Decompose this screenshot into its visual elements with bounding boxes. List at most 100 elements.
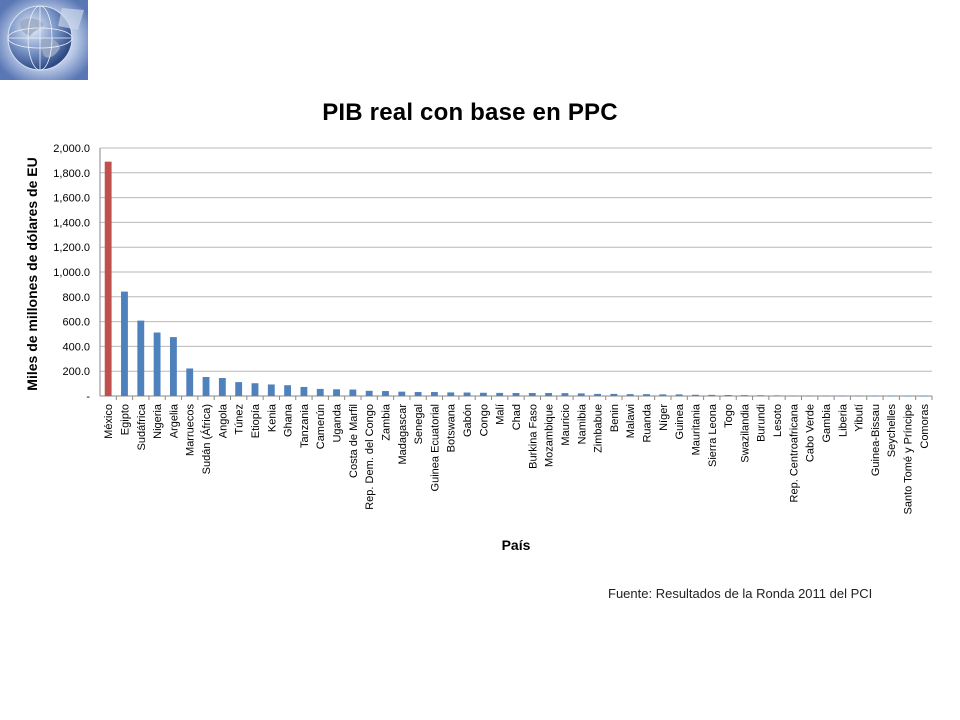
source-note: Fuente: Resultados de la Ronda 2011 del … <box>608 586 873 601</box>
x-tick-label: Níger <box>658 404 670 431</box>
bar <box>789 395 797 397</box>
x-tick-label: Túnez <box>234 404 246 435</box>
x-tick-label: Malawi <box>625 404 637 438</box>
bar <box>447 392 455 396</box>
x-tick-label: Santo Tomé y Príncipe <box>903 404 915 514</box>
y-tick-label: 800.0 <box>62 292 90 304</box>
globe-logo <box>0 0 88 80</box>
bar <box>104 161 112 396</box>
bar <box>121 291 128 396</box>
bar <box>365 390 373 396</box>
x-tick-label: Guinea <box>674 403 686 439</box>
bar <box>920 395 928 397</box>
bar <box>235 382 243 396</box>
bar <box>463 392 471 396</box>
x-tick-label: Togo <box>723 404 735 428</box>
bar <box>300 386 308 396</box>
x-tick-label: Sudáfrica <box>136 403 148 450</box>
bar <box>577 393 585 396</box>
bar <box>333 389 340 396</box>
bar <box>626 394 634 396</box>
bar <box>202 377 210 396</box>
bar <box>740 395 748 396</box>
x-tick-label: Marruecos <box>185 404 197 456</box>
y-tick-label: 1,600.0 <box>53 193 90 205</box>
y-tick-label: 1,800.0 <box>53 168 90 180</box>
x-tick-label: Zimbabue <box>593 404 605 453</box>
bar <box>153 332 161 396</box>
y-tick-label: - <box>86 391 90 403</box>
bar <box>838 395 846 397</box>
bar <box>806 395 814 397</box>
bar <box>431 392 438 396</box>
x-tick-label: Rep. Centroafricana <box>788 403 800 502</box>
x-tick-label: Benin <box>609 404 621 432</box>
y-tick-label: 200.0 <box>62 366 90 378</box>
x-tick-label: Sudán (África) <box>200 404 213 474</box>
x-tick-label: Mozambique <box>544 404 556 467</box>
y-tick-label: 1,400.0 <box>53 217 90 229</box>
bar <box>855 395 863 397</box>
x-tick-label: Ghana <box>283 403 295 437</box>
x-tick-label: Uganda <box>332 403 344 442</box>
bar <box>382 391 389 396</box>
x-tick-label: Rep. Dem. del Congo <box>364 404 376 510</box>
bar <box>137 320 145 396</box>
y-tick-label: 2,000.0 <box>53 143 90 155</box>
y-tick-label: 400.0 <box>62 341 90 353</box>
bar <box>186 368 194 396</box>
bar <box>871 395 879 397</box>
x-tick-label: Zambia <box>380 403 392 441</box>
x-tick-label: Ruanda <box>642 403 654 442</box>
x-tick-label: Costa de Marfil <box>348 404 360 478</box>
x-tick-label: Madagascar <box>397 404 409 465</box>
bar <box>284 385 292 396</box>
y-tick-label: 1,000.0 <box>53 267 90 279</box>
bar <box>528 393 536 396</box>
bar <box>692 394 699 396</box>
bar <box>545 393 553 396</box>
bar <box>708 394 716 396</box>
x-tick-label: Congo <box>478 404 490 436</box>
bar <box>512 393 520 396</box>
bar <box>414 392 422 396</box>
bar <box>773 395 781 396</box>
x-tick-label: Mauricio <box>560 404 572 446</box>
x-tick-label: Guinea Ecuatorial <box>429 404 441 491</box>
bar <box>398 391 406 396</box>
x-tick-label: Chad <box>511 404 523 430</box>
x-tick-label: Lesoto <box>772 404 784 437</box>
x-tick-label: Burkina Faso <box>527 404 539 469</box>
bar <box>479 392 487 396</box>
bar <box>643 394 650 396</box>
bar <box>169 337 177 396</box>
x-tick-label: Burundi <box>756 404 768 442</box>
x-tick-label: Mauritania <box>690 403 702 455</box>
bar <box>218 378 226 396</box>
y-tick-label: 1,200.0 <box>53 242 90 254</box>
bar <box>267 384 275 396</box>
x-tick-label: Botswana <box>446 403 458 452</box>
x-tick-label: Argelia <box>168 403 180 438</box>
bar <box>659 394 667 396</box>
bar <box>251 383 259 396</box>
x-tick-label: México <box>103 404 115 439</box>
bar <box>349 389 357 396</box>
x-tick-label: Senegal <box>413 404 425 444</box>
x-tick-label: Etiopía <box>250 403 262 438</box>
bar <box>757 395 765 396</box>
x-tick-label: Kenia <box>266 403 278 432</box>
x-tick-label: Cabo Verde <box>805 404 817 462</box>
x-tick-label: Gambia <box>821 403 833 442</box>
chart-title: PIB real con base en PPC <box>322 99 618 126</box>
x-tick-label: Sierra Leona <box>707 403 719 467</box>
bar <box>822 395 830 397</box>
bar <box>904 395 911 397</box>
x-tick-label: Namibia <box>576 403 588 444</box>
x-tick-label: Tanzania <box>299 403 311 448</box>
x-tick-label: Yibutí <box>854 404 866 432</box>
bar <box>316 388 324 396</box>
x-tick-label: Camerún <box>315 404 327 449</box>
y-tick-label: 600.0 <box>62 317 90 329</box>
